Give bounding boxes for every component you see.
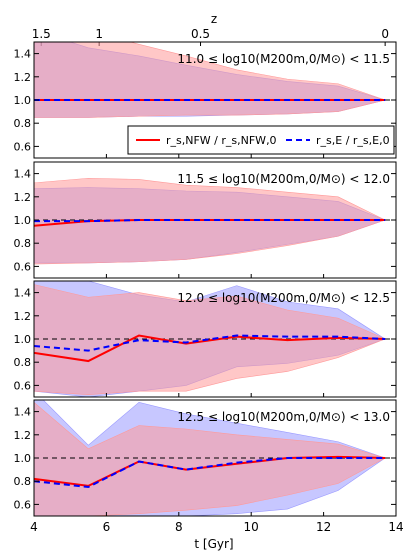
- top-tick-label: 0.5: [191, 27, 210, 41]
- y-tick-label: 1.4: [14, 168, 32, 181]
- plot-area: [34, 400, 396, 516]
- top-tick-label: 1: [95, 27, 103, 41]
- y-tick-label: 1.2: [14, 71, 32, 84]
- panel-label: 12.0 ≤ log10(M200m,0/M⊙) < 12.5: [177, 291, 390, 305]
- plot-area: [34, 281, 396, 397]
- x-tick-label: 12: [316, 520, 331, 534]
- y-tick-label: 1.2: [14, 429, 32, 442]
- y-tick-label: 1.2: [14, 310, 32, 323]
- top-axis-label: z: [211, 12, 217, 26]
- top-tick-label: 1.5: [32, 27, 51, 41]
- y-tick-label: 1.4: [14, 48, 32, 61]
- y-tick-label: 1.2: [14, 191, 32, 204]
- e-line: [34, 457, 386, 489]
- nfw-scatter-band: [34, 177, 386, 265]
- nfw-line: [34, 334, 386, 363]
- legend-nfw-label: r_s,NFW / r_s,NFW,0: [166, 134, 277, 147]
- y-tick-label: 1.0: [14, 94, 32, 107]
- x-tick-label: 10: [244, 520, 259, 534]
- legend: r_s,NFW / r_s,NFW,0 r_s,E / r_s,E,0: [127, 125, 395, 155]
- e-line: [34, 219, 386, 223]
- nfw-scatter-band: [34, 401, 386, 516]
- y-tick-label: 0.8: [14, 117, 32, 130]
- y-tick-label: 1.0: [14, 333, 32, 346]
- y-tick-label: 0.6: [14, 498, 32, 511]
- top-tick-label: 0: [381, 27, 389, 41]
- panel-label: 11.0 ≤ log10(M200m,0/M⊙) < 11.5: [177, 52, 390, 66]
- top-axis-ticks: 1.5 1 0.5 0: [32, 27, 389, 46]
- panel-3: 0.6 0.8 1.0 1.2 1.4 12.0 ≤ log10(M200m,0/M⊙) …: [14, 280, 397, 398]
- legend-e-label: r_s,E / r_s,E,0: [316, 134, 390, 147]
- panel-label: 11.5 ≤ log10(M200m,0/M⊙) < 12.0: [177, 172, 390, 186]
- plot-area: [34, 42, 396, 118]
- y-tick-label: 0.6: [14, 379, 32, 392]
- x-axis-label: t [Gyr]: [194, 537, 233, 551]
- y-tick-label: 1.4: [14, 406, 32, 419]
- panel-2: 0.6 0.8 1.0 1.2 1.4 11.5 ≤ log10(M200m,0/M⊙) …: [14, 161, 397, 279]
- e-line: [34, 334, 386, 352]
- nfw-scatter-band: [34, 42, 387, 118]
- x-tick-label: 6: [103, 520, 111, 534]
- x-tick-label: 8: [175, 520, 183, 534]
- y-tick-label: 1.4: [14, 287, 32, 300]
- panels: 0.6 0.8 1.0 1.2 1.4 11.0 ≤ log10(M200m,0/M⊙) …: [14, 41, 404, 534]
- y-tick-label: 0.8: [14, 356, 32, 369]
- plot-area: [34, 177, 396, 265]
- x-tick-label: 14: [388, 520, 403, 534]
- x-tick-label: 4: [30, 520, 38, 534]
- panel-1: 0.6 0.8 1.0 1.2 1.4 11.0 ≤ log10(M200m,0/M⊙) …: [14, 41, 397, 159]
- y-tick-label: 0.8: [14, 237, 32, 250]
- y-tick-label: 0.6: [14, 140, 32, 153]
- panel-4: 0.6 0.8 1.0 1.2 1.4 4 6 8 10 12 14 12.5 ≤ log10(M20…: [14, 399, 404, 534]
- y-tick-label: 1.0: [14, 214, 32, 227]
- y-tick-label: 0.8: [14, 475, 32, 488]
- y-tick-label: 1.0: [14, 452, 32, 465]
- panel-label: 12.5 ≤ log10(M200m,0/M⊙) < 13.0: [177, 410, 390, 424]
- legend-box: [127, 125, 395, 155]
- y-tick-label: 0.6: [14, 260, 32, 273]
